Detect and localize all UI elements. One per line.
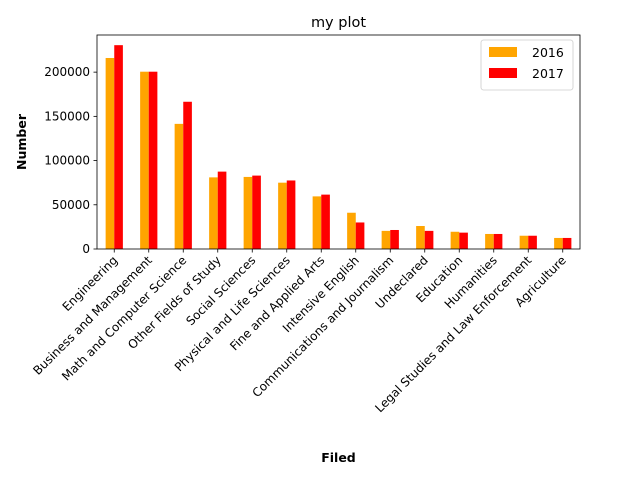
legend-label-2016: 2016: [532, 45, 564, 60]
bar-2016-11: [485, 233, 494, 249]
bar-2017-8: [390, 229, 399, 249]
y-tick-label: 200000: [44, 65, 90, 79]
bar-2017-1: [148, 71, 158, 249]
bar-2017-7: [355, 222, 365, 249]
legend-label-2017: 2017: [532, 66, 564, 81]
bar-2017-10: [459, 232, 468, 249]
bar-2017-11: [493, 233, 503, 249]
bar-2017-2: [183, 101, 192, 249]
bar-2016-2: [174, 123, 184, 249]
bar-2016-12: [519, 235, 529, 249]
bar-2017-13: [562, 237, 572, 249]
chart-title: my plot: [311, 15, 366, 31]
bar-2016-4: [243, 176, 253, 249]
plot-frame: [96, 34, 581, 250]
bar-2017-6: [321, 194, 330, 249]
bars-layer: [105, 45, 572, 249]
bar-2016-9: [416, 226, 425, 249]
bar-2017-4: [252, 175, 261, 249]
bar-2017-9: [424, 230, 434, 249]
legend-swatch-2016: [489, 47, 517, 57]
bar-2017-3: [217, 171, 227, 249]
bar-2016-13: [554, 237, 563, 249]
legend-swatch-2017: [489, 68, 517, 78]
bar-2016-1: [140, 71, 149, 249]
bar-2017-0: [114, 45, 123, 249]
bar-2016-7: [347, 212, 356, 249]
bar-2016-0: [105, 57, 115, 249]
bar-2017-12: [528, 235, 537, 249]
bar-2016-10: [450, 231, 460, 249]
y-tick-label: 0: [82, 242, 90, 256]
y-tick-label: 100000: [44, 154, 90, 168]
bar-2016-3: [209, 177, 218, 249]
x-axis-label: Filed: [321, 450, 356, 465]
axes-layer: [93, 34, 581, 253]
y-axis-label: Number: [14, 113, 29, 170]
legend: 2016 2017: [480, 39, 574, 91]
bar-2016-8: [381, 230, 391, 249]
bar-2017-5: [286, 180, 296, 249]
y-tick-label: 150000: [44, 109, 90, 123]
bar-2016-5: [278, 182, 287, 249]
y-tick-label: 50000: [52, 198, 90, 212]
bar-2016-6: [312, 196, 322, 249]
